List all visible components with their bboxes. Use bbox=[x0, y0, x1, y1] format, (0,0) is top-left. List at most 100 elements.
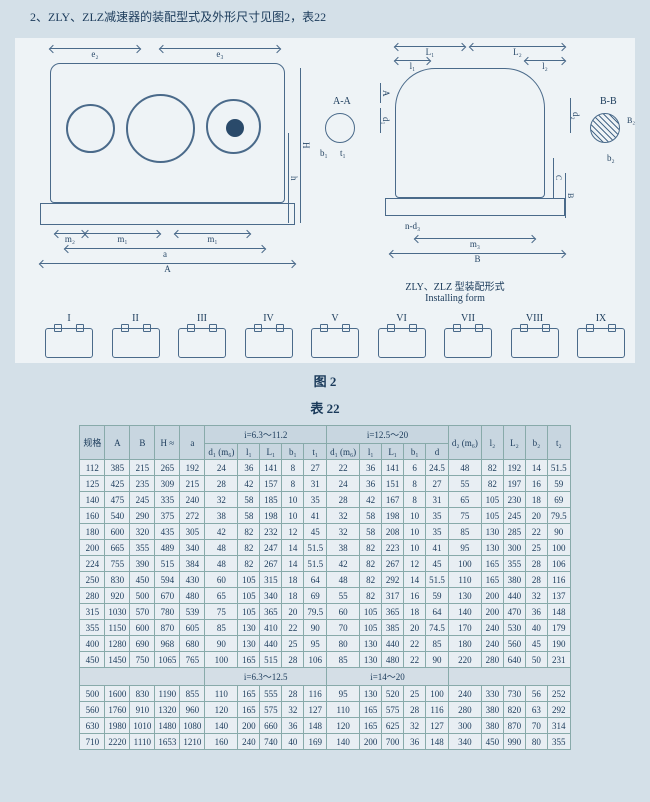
table-row: 11238521526519224361418272236141624.5488… bbox=[80, 460, 570, 476]
table-cell: 28 bbox=[282, 652, 304, 668]
table-cell: 910 bbox=[130, 702, 155, 718]
table-cell: 1280 bbox=[105, 636, 130, 652]
th-l1b: l₁ bbox=[360, 444, 382, 460]
table-cell: 1760 bbox=[105, 702, 130, 718]
table-cell: 480 bbox=[180, 588, 205, 604]
th-a: a bbox=[180, 426, 205, 460]
table-cell: 305 bbox=[180, 524, 205, 540]
table-cell: 42 bbox=[327, 556, 360, 572]
table-cell: 280 bbox=[481, 652, 503, 668]
table-cell: 148 bbox=[426, 734, 449, 750]
table-cell: 165 bbox=[481, 572, 503, 588]
section-bb-circle bbox=[590, 113, 620, 143]
table-cell: 440 bbox=[382, 636, 404, 652]
table-cell: 48 bbox=[205, 540, 238, 556]
dim-B2r: B₂ bbox=[627, 116, 635, 125]
table-cell: 690 bbox=[130, 636, 155, 652]
table-cell: 500 bbox=[130, 588, 155, 604]
table-cell: 198 bbox=[382, 508, 404, 524]
table-row: 25083045059443060105315186448822921451.5… bbox=[80, 572, 570, 588]
table-cell: 24 bbox=[327, 476, 360, 492]
table-cell: 56 bbox=[525, 686, 547, 702]
table-cell: 35 bbox=[304, 492, 327, 508]
table-cell: 200 bbox=[481, 588, 503, 604]
table-cell: 82 bbox=[481, 460, 503, 476]
table-cell: 1065 bbox=[155, 652, 180, 668]
install-caption: ZLY、ZLZ 型装配形式 Installing form bbox=[365, 278, 545, 304]
mini-box-icon bbox=[45, 328, 93, 358]
table-cell: 180 bbox=[80, 524, 105, 540]
table-cell: 22 bbox=[282, 620, 304, 636]
table-cell: 80 bbox=[525, 734, 547, 750]
table-cell: 18 bbox=[282, 588, 304, 604]
roman-label: IX bbox=[577, 313, 625, 324]
table-cell: 85 bbox=[426, 636, 449, 652]
table-cell: 1150 bbox=[105, 620, 130, 636]
table-cell: 36 bbox=[238, 460, 260, 476]
table-cell: 85 bbox=[205, 620, 238, 636]
table-cell: 36 bbox=[525, 604, 547, 620]
table-row: 20066535548934048822471451.5388222310419… bbox=[80, 540, 570, 556]
table-row: 2809205006704806510534018695582317165913… bbox=[80, 588, 570, 604]
table-cell: 410 bbox=[260, 620, 282, 636]
table-cell: 365 bbox=[260, 604, 282, 620]
table-cell: 130 bbox=[238, 636, 260, 652]
table-cell: 198 bbox=[260, 508, 282, 524]
table-cell: 105 bbox=[481, 508, 503, 524]
table-cell: 1980 bbox=[105, 718, 130, 734]
table-cell: 51.5 bbox=[304, 556, 327, 572]
gearbox-front-view bbox=[395, 68, 545, 198]
table-cell: 1080 bbox=[180, 718, 205, 734]
table-cell: 48 bbox=[205, 556, 238, 572]
table-cell: 50 bbox=[525, 652, 547, 668]
table-cell: 2220 bbox=[105, 734, 130, 750]
table-cell: 197 bbox=[503, 476, 525, 492]
th-l2: l₂ bbox=[481, 426, 503, 460]
table-cell: 165 bbox=[238, 702, 260, 718]
table-cell: 45 bbox=[304, 524, 327, 540]
th-H: H ≈ bbox=[155, 426, 180, 460]
table-cell: 95 bbox=[327, 686, 360, 702]
table-cell: 200 bbox=[360, 734, 382, 750]
dim-H: H bbox=[300, 68, 311, 223]
table-cell: 440 bbox=[260, 636, 282, 652]
table-cell: 32 bbox=[327, 524, 360, 540]
table-cell: 185 bbox=[260, 492, 282, 508]
table-cell: 232 bbox=[260, 524, 282, 540]
table-cell: 28 bbox=[525, 572, 547, 588]
table-cell: 70 bbox=[327, 620, 360, 636]
table-cell: 200 bbox=[481, 604, 503, 620]
table-cell: 480 bbox=[382, 652, 404, 668]
table-cell: 355 bbox=[80, 620, 105, 636]
th-L1a: L₁ bbox=[260, 444, 282, 460]
table-row: 5601760910132096012016557532127110165575… bbox=[80, 702, 570, 718]
table-cell: 130 bbox=[481, 524, 503, 540]
table-cell: 27 bbox=[426, 476, 449, 492]
table-cell: 59 bbox=[426, 588, 449, 604]
table-cell: 20 bbox=[404, 620, 426, 636]
th-t1a: t₁ bbox=[304, 444, 327, 460]
table-cell: 100 bbox=[448, 556, 481, 572]
table-cell: 27 bbox=[304, 460, 327, 476]
table-cell: 59 bbox=[547, 476, 570, 492]
table-cell: 265 bbox=[155, 460, 180, 476]
table-cell: 36 bbox=[360, 476, 382, 492]
gearbox-base bbox=[40, 203, 295, 225]
install-form-item: VI bbox=[378, 313, 426, 358]
th-spec: 规格 bbox=[80, 426, 105, 460]
mini-box-icon bbox=[311, 328, 359, 358]
table-cell: 141 bbox=[382, 460, 404, 476]
table-cell: 12 bbox=[404, 556, 426, 572]
table-cell: 105 bbox=[360, 620, 382, 636]
table-cell: 32 bbox=[525, 588, 547, 604]
dim-m1: m₁ bbox=[85, 233, 160, 244]
table-cell: 309 bbox=[155, 476, 180, 492]
table-cell: 14 bbox=[282, 556, 304, 572]
table-cell: 105 bbox=[238, 604, 260, 620]
table-cell: 960 bbox=[180, 702, 205, 718]
table-cell: 670 bbox=[155, 588, 180, 604]
table-caption: 表 22 bbox=[0, 398, 650, 417]
table-cell: 968 bbox=[155, 636, 180, 652]
table-cell: 165 bbox=[360, 702, 382, 718]
dimensions-table: 规格 A B H ≈ a i=6.3～11.2 i=12.5～20 d₂ (m₆… bbox=[79, 425, 570, 750]
